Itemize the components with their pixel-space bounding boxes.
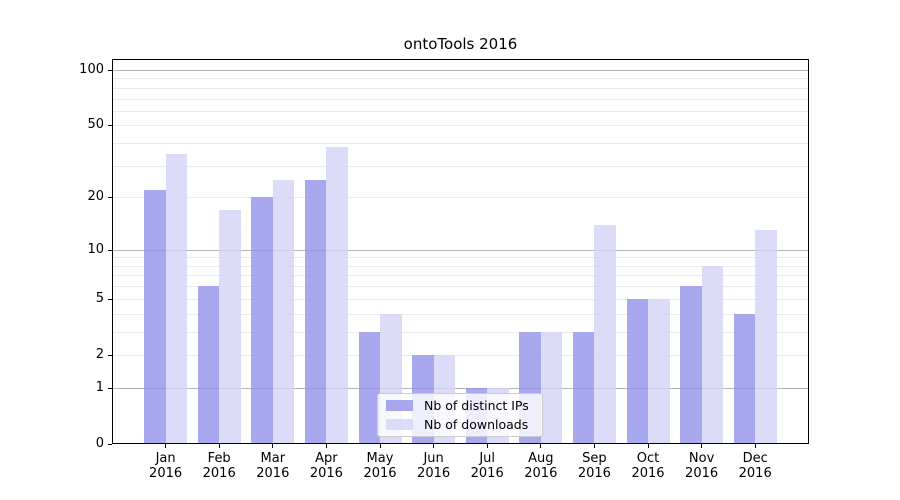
gridline-minor xyxy=(112,78,809,80)
x-axis-tick xyxy=(701,444,703,448)
bar-downloads-10 xyxy=(648,298,670,444)
gridline-minor xyxy=(112,286,809,288)
gridline-minor xyxy=(112,265,809,267)
y-tick-label: 20 xyxy=(87,189,104,205)
y-tick-label: 100 xyxy=(79,61,104,77)
legend: Nb of distinct IPs Nb of downloads xyxy=(377,393,543,437)
gridline-minor xyxy=(112,354,809,356)
x-tick-label: Aug 2016 xyxy=(524,451,558,481)
bar-distinct-ips-1 xyxy=(144,189,166,444)
legend-entry-distinct-ips: Nb of distinct IPs xyxy=(386,398,534,414)
legend-entry-downloads: Nb of downloads xyxy=(386,417,534,433)
gridline-major xyxy=(112,387,809,389)
gridline-minor xyxy=(112,298,809,300)
x-axis-tick xyxy=(754,444,756,448)
legend-swatch-downloads xyxy=(386,419,413,430)
y-axis-tick xyxy=(108,125,112,127)
y-axis-tick xyxy=(108,197,112,199)
y-tick-label: 50 xyxy=(87,117,104,133)
bar-downloads-2 xyxy=(219,209,241,444)
bar-downloads-1 xyxy=(165,153,188,444)
x-axis-tick xyxy=(272,444,274,448)
x-axis-tick xyxy=(486,444,488,448)
x-axis-tick xyxy=(647,444,649,448)
gridline-minor xyxy=(112,125,809,127)
y-tick-label: 5 xyxy=(95,290,104,306)
gridline-major xyxy=(112,69,809,71)
bar-distinct-ips-4 xyxy=(304,179,327,444)
x-tick-label: Mar 2016 xyxy=(256,451,290,481)
bar-distinct-ips-10 xyxy=(626,298,648,444)
y-tick-label: 1 xyxy=(95,379,104,395)
bar-distinct-ips-5 xyxy=(358,331,380,444)
bar-downloads-11 xyxy=(701,265,724,444)
x-axis-tick xyxy=(593,444,595,448)
bar-distinct-ips-2 xyxy=(197,286,220,444)
x-tick-label: Feb 2016 xyxy=(202,451,236,481)
legend-label-distinct-ips: Nb of distinct IPs xyxy=(424,397,529,413)
x-axis-tick xyxy=(540,444,542,448)
y-axis-tick xyxy=(108,444,112,445)
plot-area: Nb of distinct IPs Nb of downloads xyxy=(112,59,809,444)
y-tick-label: 2 xyxy=(95,346,104,362)
gridline-minor xyxy=(112,313,809,315)
x-axis-tick xyxy=(325,444,327,448)
x-tick-label: Jan 2016 xyxy=(149,451,183,481)
bar-downloads-4 xyxy=(326,147,348,444)
x-tick-label: Apr 2016 xyxy=(309,451,343,481)
bar-distinct-ips-11 xyxy=(680,286,702,444)
gridline-minor xyxy=(112,87,809,89)
chart-title: ontoTools 2016 xyxy=(403,35,518,53)
x-tick-label: Jul 2016 xyxy=(470,451,504,481)
gridline-minor xyxy=(112,165,809,167)
bar-distinct-ips-12 xyxy=(733,313,756,444)
x-tick-label: Jun 2016 xyxy=(417,451,451,481)
x-axis-tick xyxy=(165,444,167,448)
bar-downloads-12 xyxy=(755,230,777,444)
gridline-minor xyxy=(112,197,809,199)
x-tick-label: Dec 2016 xyxy=(738,451,772,481)
x-axis-tick xyxy=(218,444,220,448)
gridline-minor xyxy=(112,110,809,112)
y-tick-label: 0 xyxy=(95,436,104,451)
y-axis-tick xyxy=(108,69,112,71)
y-axis-tick xyxy=(108,387,112,389)
legend-label-downloads: Nb of downloads xyxy=(424,416,529,432)
gridline-major xyxy=(112,249,809,251)
gridline-minor xyxy=(112,257,809,259)
bar-distinct-ips-3 xyxy=(251,197,273,444)
x-axis-tick xyxy=(433,444,435,448)
y-axis-tick xyxy=(108,298,112,300)
x-tick-label: May 2016 xyxy=(363,451,397,481)
x-tick-label: Nov 2016 xyxy=(685,451,719,481)
x-tick-label: Sep 2016 xyxy=(577,451,611,481)
bar-downloads-3 xyxy=(272,179,295,444)
gridline-minor xyxy=(112,98,809,100)
legend-swatch-distinct-ips xyxy=(386,400,413,411)
y-axis-tick xyxy=(108,249,112,251)
gridline-minor xyxy=(112,331,809,333)
y-tick-label: 10 xyxy=(87,241,104,257)
y-axis-tick xyxy=(108,354,112,356)
bar-distinct-ips-9 xyxy=(572,331,595,444)
x-tick-label: Oct 2016 xyxy=(631,451,665,481)
x-axis-tick xyxy=(379,444,381,448)
gridline-minor xyxy=(112,275,809,277)
bar-downloads-9 xyxy=(594,224,616,444)
gridline-minor xyxy=(112,143,809,145)
bar-downloads-8 xyxy=(540,331,563,444)
